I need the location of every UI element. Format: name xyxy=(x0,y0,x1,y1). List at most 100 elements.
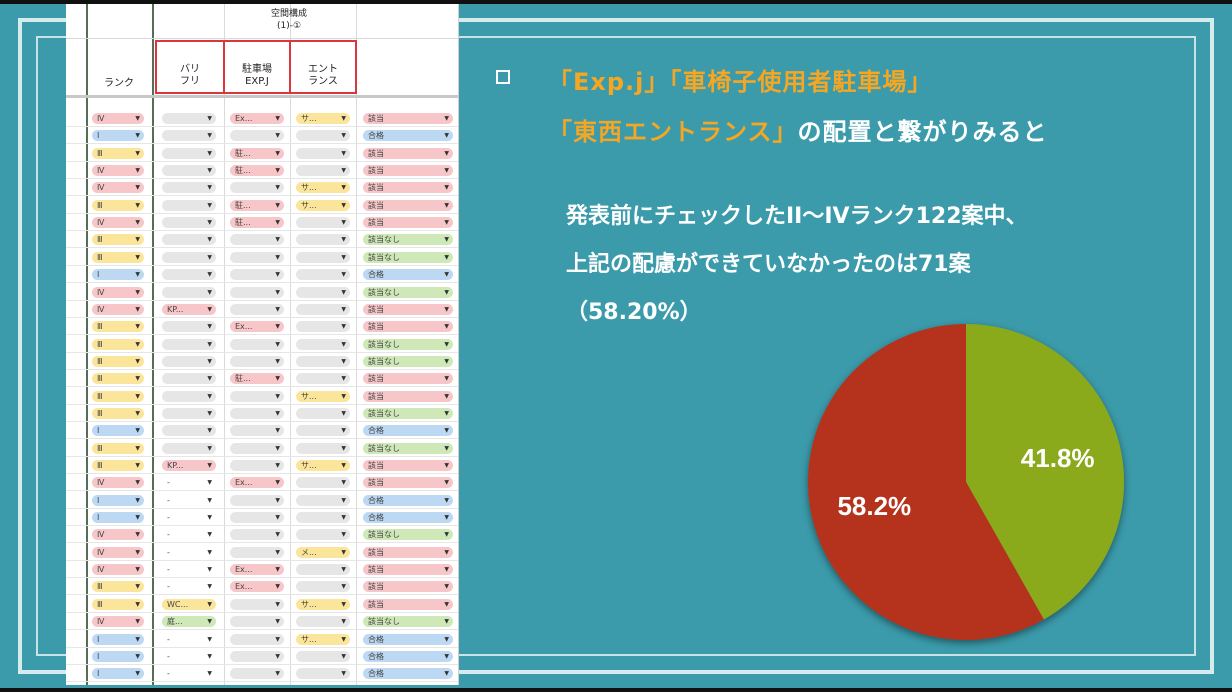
rank-select[interactable]: Ⅳ ▼ xyxy=(92,546,144,558)
result-select[interactable]: 該当 ▼ xyxy=(363,390,453,402)
entrance-select[interactable]: ▼ xyxy=(296,581,350,593)
barrier-select[interactable]: ▼ xyxy=(162,442,216,454)
parking-select[interactable]: ▼ xyxy=(230,355,284,367)
barrier-select[interactable]: ▼ xyxy=(162,321,216,333)
parking-select[interactable]: ▼ xyxy=(230,650,284,662)
entrance-select[interactable]: ▼ xyxy=(296,303,350,315)
parking-select[interactable]: ▼ xyxy=(230,442,284,454)
rank-select[interactable]: Ⅲ ▼ xyxy=(92,338,144,350)
barrier-select[interactable]: ▼ xyxy=(162,234,216,246)
rank-select[interactable]: Ⅰ ▼ xyxy=(92,512,144,524)
rank-select[interactable]: Ⅰ ▼ xyxy=(92,494,144,506)
entrance-select[interactable]: ▼ xyxy=(296,668,350,680)
entrance-select[interactable]: ▼ xyxy=(296,373,350,385)
result-select[interactable]: 該当なし ▼ xyxy=(363,407,453,419)
parking-select[interactable]: ▼ xyxy=(230,425,284,437)
barrier-select[interactable]: WC... ▼ xyxy=(162,598,216,610)
result-select[interactable]: 合格 ▼ xyxy=(363,668,453,680)
result-select[interactable]: 該当 ▼ xyxy=(363,564,453,576)
barrier-select[interactable]: ▼ xyxy=(162,355,216,367)
entrance-select[interactable]: ▼ xyxy=(296,477,350,489)
parking-select[interactable]: 駐... ▼ xyxy=(230,147,284,159)
entrance-select[interactable]: ▼ xyxy=(296,234,350,246)
parking-select[interactable]: ▼ xyxy=(230,512,284,524)
barrier-select[interactable]: ▼ xyxy=(162,390,216,402)
parking-select[interactable]: 駐... ▼ xyxy=(230,199,284,211)
barrier-select[interactable]: KP... ▼ xyxy=(162,303,216,315)
result-select[interactable]: 該当なし ▼ xyxy=(363,529,453,541)
parking-select[interactable]: Ex... ▼ xyxy=(230,564,284,576)
barrier-select[interactable]: 庭... ▼ xyxy=(162,616,216,628)
result-select[interactable]: 該当なし ▼ xyxy=(363,355,453,367)
parking-select[interactable]: 駐... ▼ xyxy=(230,217,284,229)
barrier-select[interactable]: ▼ xyxy=(162,165,216,177)
result-select[interactable]: 該当 ▼ xyxy=(363,182,453,194)
barrier-select[interactable]: - ▼ xyxy=(162,634,216,645)
barrier-select[interactable]: ▼ xyxy=(162,373,216,385)
parking-select[interactable]: 駐... ▼ xyxy=(230,373,284,385)
spreadsheet-panel[interactable]: 空間構成 (1)-① ランク バリ フリ 駐車場 EXP.J エント ランス Ⅳ ▼ ▼ E… xyxy=(66,0,459,685)
parking-select[interactable]: ▼ xyxy=(230,251,284,263)
entrance-select[interactable]: ▼ xyxy=(296,321,350,333)
rank-select[interactable]: Ⅲ ▼ xyxy=(92,199,144,211)
result-select[interactable]: 合格 ▼ xyxy=(363,130,453,142)
entrance-select[interactable]: ▼ xyxy=(296,650,350,662)
entrance-select[interactable]: ▼ xyxy=(296,286,350,298)
rank-select[interactable]: Ⅰ ▼ xyxy=(92,668,144,680)
barrier-select[interactable]: - ▼ xyxy=(162,529,216,540)
barrier-select[interactable]: ▼ xyxy=(162,338,216,350)
result-select[interactable]: 該当 ▼ xyxy=(363,199,453,211)
entrance-select[interactable]: ▼ xyxy=(296,338,350,350)
barrier-select[interactable]: ▼ xyxy=(162,182,216,194)
result-select[interactable]: 該当 ▼ xyxy=(363,147,453,159)
parking-select[interactable]: 駐... ▼ xyxy=(230,165,284,177)
barrier-select[interactable]: - ▼ xyxy=(162,477,216,488)
rank-select[interactable]: Ⅳ ▼ xyxy=(92,182,144,194)
entrance-select[interactable]: ▼ xyxy=(296,355,350,367)
rank-select[interactable]: Ⅰ ▼ xyxy=(92,633,144,645)
entrance-select[interactable]: ▼ xyxy=(296,529,350,541)
barrier-select[interactable]: ▼ xyxy=(162,217,216,229)
result-select[interactable]: 該当 ▼ xyxy=(363,581,453,593)
result-select[interactable]: 合格 ▼ xyxy=(363,650,453,662)
rank-select[interactable]: Ⅳ ▼ xyxy=(92,564,144,576)
rank-select[interactable]: Ⅲ ▼ xyxy=(92,390,144,402)
parking-select[interactable]: ▼ xyxy=(230,494,284,506)
rank-select[interactable]: Ⅰ ▼ xyxy=(92,130,144,142)
rank-select[interactable]: Ⅳ ▼ xyxy=(92,113,144,124)
parking-select[interactable]: ▼ xyxy=(230,390,284,402)
result-select[interactable]: 合格 ▼ xyxy=(363,512,453,524)
column-header-rank[interactable]: ランク xyxy=(104,78,134,89)
rank-select[interactable]: Ⅳ ▼ xyxy=(92,529,144,541)
result-select[interactable]: 該当 ▼ xyxy=(363,303,453,315)
parking-select[interactable]: ▼ xyxy=(230,460,284,471)
result-select[interactable]: 合格 ▼ xyxy=(363,494,453,506)
result-select[interactable]: 該当なし ▼ xyxy=(363,616,453,628)
rank-select[interactable]: Ⅰ ▼ xyxy=(92,425,144,437)
rank-select[interactable]: Ⅳ ▼ xyxy=(92,217,144,229)
parking-select[interactable]: ▼ xyxy=(230,130,284,142)
entrance-select[interactable]: サ... ▼ xyxy=(296,182,350,194)
result-select[interactable]: 該当 ▼ xyxy=(363,217,453,229)
entrance-select[interactable]: ▼ xyxy=(296,494,350,506)
barrier-select[interactable]: - ▼ xyxy=(162,581,216,592)
barrier-select[interactable]: ▼ xyxy=(162,199,216,211)
parking-select[interactable]: ▼ xyxy=(230,269,284,281)
rank-select[interactable]: Ⅲ ▼ xyxy=(92,460,144,471)
parking-select[interactable]: ▼ xyxy=(230,286,284,298)
result-select[interactable]: 該当なし ▼ xyxy=(363,251,453,263)
parking-select[interactable]: ▼ xyxy=(230,546,284,558)
parking-select[interactable]: Ex... ▼ xyxy=(230,581,284,593)
result-select[interactable]: 該当なし ▼ xyxy=(363,234,453,246)
rank-select[interactable]: Ⅲ ▼ xyxy=(92,598,144,610)
rank-select[interactable]: Ⅳ ▼ xyxy=(92,165,144,177)
parking-select[interactable]: ▼ xyxy=(230,234,284,246)
barrier-select[interactable]: - ▼ xyxy=(162,495,216,506)
barrier-select[interactable]: - ▼ xyxy=(162,564,216,575)
parking-select[interactable]: ▼ xyxy=(230,598,284,610)
parking-select[interactable]: ▼ xyxy=(230,303,284,315)
barrier-select[interactable]: - ▼ xyxy=(162,547,216,558)
rank-select[interactable]: Ⅲ ▼ xyxy=(92,321,144,333)
entrance-select[interactable]: ▼ xyxy=(296,165,350,177)
barrier-select[interactable]: ▼ xyxy=(162,407,216,419)
